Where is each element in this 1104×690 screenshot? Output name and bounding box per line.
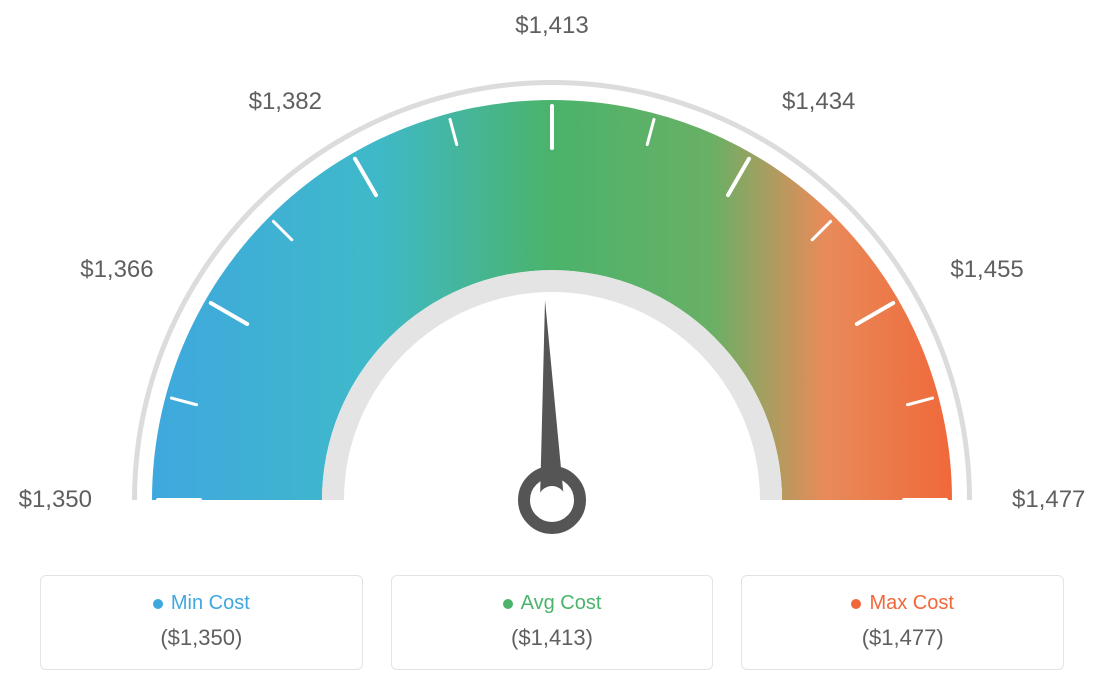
gauge-tick-label: $1,350: [19, 486, 92, 514]
legend-card-max: Max Cost ($1,477): [741, 575, 1064, 670]
legend-title-max: Max Cost: [851, 592, 953, 615]
legend-title-min: Min Cost: [153, 592, 250, 615]
legend-value-max: ($1,477): [762, 625, 1043, 651]
legend-title-label: Avg Cost: [521, 592, 602, 615]
gauge-tick-label: $1,382: [249, 88, 322, 116]
legend-card-avg: Avg Cost ($1,413): [391, 575, 714, 670]
gauge-tick-label: $1,434: [782, 88, 855, 116]
dot-icon: [503, 599, 513, 609]
gauge-svg: [102, 60, 1002, 560]
legend-card-min: Min Cost ($1,350): [40, 575, 363, 670]
dot-icon: [153, 599, 163, 609]
legend-value-avg: ($1,413): [412, 625, 693, 651]
legend-row: Min Cost ($1,350) Avg Cost ($1,413) Max …: [40, 575, 1064, 670]
gauge-tick-label: $1,455: [950, 256, 1023, 284]
legend-title-label: Max Cost: [869, 592, 953, 615]
legend-title-label: Min Cost: [171, 592, 250, 615]
dot-icon: [851, 599, 861, 609]
gauge-chart: $1,350 $1,366 $1,382 $1,413 $1,434 $1,455 $1,4…: [0, 0, 1104, 560]
gauge-tick-label: $1,413: [515, 12, 588, 40]
gauge-tick-label: $1,366: [80, 256, 153, 284]
legend-value-min: ($1,350): [61, 625, 342, 651]
legend-title-avg: Avg Cost: [503, 592, 602, 615]
gauge-tick-label: $1,477: [1012, 486, 1085, 514]
